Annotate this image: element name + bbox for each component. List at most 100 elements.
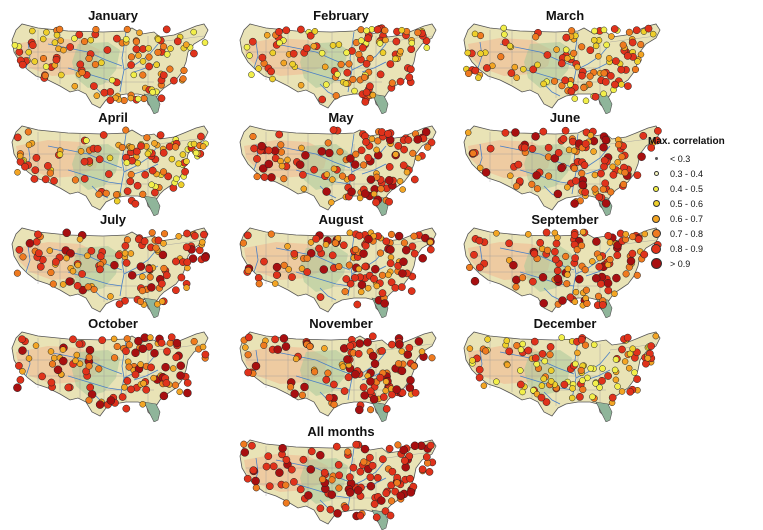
station-marker <box>248 37 257 46</box>
station-marker <box>148 166 157 175</box>
station-marker <box>243 43 251 51</box>
station-marker <box>100 88 109 97</box>
station-marker <box>136 29 143 37</box>
station-marker <box>145 264 153 273</box>
station-marker <box>366 175 376 184</box>
station-marker <box>132 38 140 46</box>
station-marker <box>42 63 50 70</box>
map-panel-july: July <box>8 212 218 318</box>
station-marker <box>15 361 23 370</box>
station-marker <box>385 163 394 171</box>
station-marker <box>258 53 267 62</box>
station-marker <box>19 368 26 375</box>
station-marker <box>531 132 540 141</box>
station-marker <box>553 266 562 275</box>
river <box>25 245 31 273</box>
station-marker <box>607 188 615 196</box>
station-marker <box>362 138 370 146</box>
station-marker <box>471 66 480 75</box>
station-marker <box>253 155 261 163</box>
station-marker <box>599 365 606 372</box>
station-marker <box>605 55 613 62</box>
station-marker <box>610 25 619 33</box>
station-marker <box>137 361 144 368</box>
station-marker <box>475 74 482 82</box>
station-marker <box>339 241 348 250</box>
station-marker <box>379 455 387 464</box>
station-marker <box>44 162 52 170</box>
station-marker <box>248 441 256 450</box>
station-marker <box>544 143 553 152</box>
station-marker <box>470 276 480 286</box>
station-marker <box>364 34 372 43</box>
station-marker <box>322 375 331 384</box>
station-marker <box>346 342 355 350</box>
station-marker <box>71 35 78 42</box>
station-marker <box>19 253 27 261</box>
station-marker <box>255 280 263 288</box>
station-marker <box>326 505 335 514</box>
station-marker <box>288 273 296 281</box>
station-marker <box>377 185 385 193</box>
station-marker <box>95 400 105 409</box>
legend-label: < 0.3 <box>670 153 691 164</box>
station-marker <box>177 273 186 282</box>
station-marker <box>368 332 377 341</box>
station-marker <box>373 25 382 34</box>
station-marker <box>46 169 54 177</box>
station-marker <box>199 143 207 150</box>
station-marker <box>352 245 360 254</box>
station-marker <box>409 149 417 157</box>
station-marker <box>395 360 403 368</box>
legend-title: Max. correlation <box>648 136 725 147</box>
station-marker <box>424 143 432 151</box>
station-marker <box>357 26 365 34</box>
station-marker <box>358 44 367 52</box>
station-marker <box>183 284 190 291</box>
station-marker <box>52 55 61 64</box>
station-marker <box>243 231 252 240</box>
station-marker <box>295 160 305 169</box>
station-marker <box>396 491 405 501</box>
station-marker <box>591 274 601 283</box>
station-marker <box>464 129 472 136</box>
station-marker <box>172 338 182 348</box>
station-marker <box>589 393 596 401</box>
station-marker <box>595 193 604 201</box>
station-marker <box>606 239 614 246</box>
station-marker <box>581 139 590 148</box>
legend-symbol <box>648 153 664 165</box>
station-marker <box>318 95 327 104</box>
station-marker <box>368 461 377 470</box>
station-marker <box>504 361 511 369</box>
station-marker <box>346 229 354 237</box>
station-marker <box>145 62 153 71</box>
station-marker <box>530 249 539 258</box>
station-marker <box>654 127 662 135</box>
station-marker <box>322 241 330 248</box>
station-marker <box>136 297 145 306</box>
station-marker <box>267 67 275 76</box>
station-marker <box>356 194 364 202</box>
station-marker <box>564 184 571 191</box>
station-marker <box>251 476 260 486</box>
station-marker <box>539 127 548 136</box>
station-marker <box>475 263 484 272</box>
station-marker <box>614 159 621 166</box>
station-marker <box>337 60 345 68</box>
station-marker <box>310 165 318 174</box>
station-marker <box>163 51 171 58</box>
station-marker <box>87 36 95 44</box>
station-marker <box>59 356 68 366</box>
station-marker <box>66 43 75 51</box>
station-marker <box>345 60 353 68</box>
station-marker <box>581 188 590 197</box>
station-marker <box>497 53 505 61</box>
station-marker <box>181 167 189 176</box>
station-marker <box>48 360 57 368</box>
river <box>543 391 561 405</box>
station-marker <box>25 239 35 248</box>
station-marker <box>570 49 578 57</box>
station-marker <box>303 254 311 262</box>
station-marker <box>637 152 646 161</box>
